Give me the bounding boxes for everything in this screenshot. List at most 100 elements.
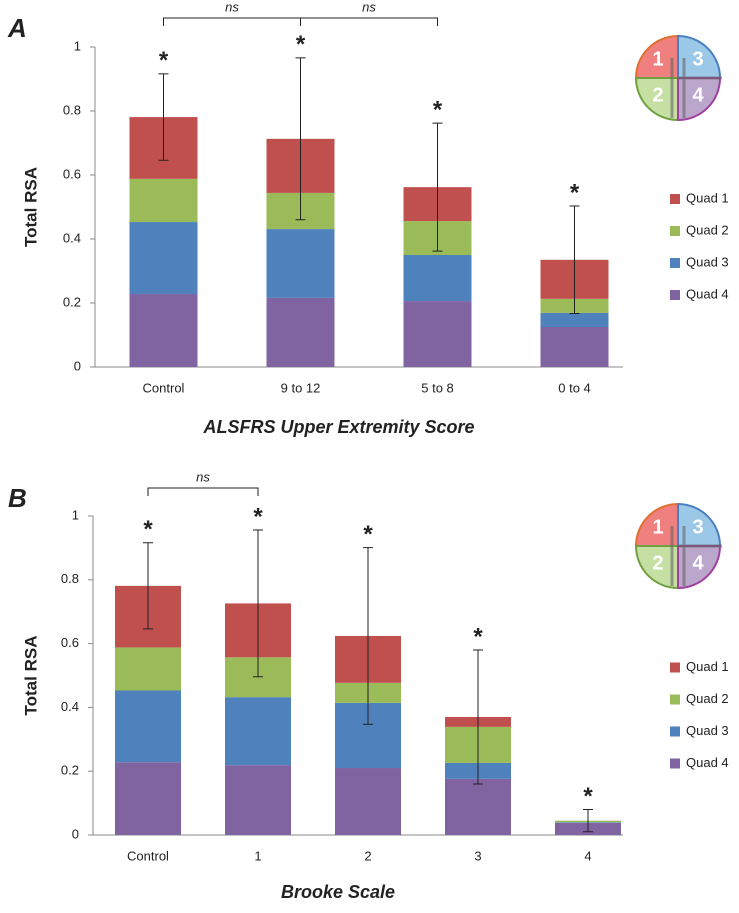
bar-segment (225, 765, 291, 835)
legend-swatch (670, 290, 680, 300)
y-axis-label: Total RSA (21, 636, 40, 716)
legend-swatch (670, 226, 680, 236)
bar-segment (129, 178, 198, 223)
bar-segment (129, 222, 198, 295)
error-bar (583, 808, 593, 833)
y-tick-label: 1 (72, 507, 79, 522)
x-axis-label: Brooke Scale (281, 882, 395, 902)
y-tick-label: 0.2 (63, 294, 81, 309)
legend-swatch (670, 194, 680, 204)
significance-star: * (570, 179, 580, 206)
quadrant-label: 3 (692, 48, 703, 70)
legend-label: Quad 3 (686, 254, 729, 269)
significance-star: * (363, 521, 373, 548)
bar-segment (266, 229, 335, 298)
quadrant-label: 4 (692, 552, 704, 574)
bar-segment (403, 255, 472, 302)
error-bar (569, 205, 580, 315)
legend-swatch (670, 758, 680, 769)
error-bar (473, 649, 483, 785)
x-tick-label: 0 to 4 (558, 380, 591, 395)
panel-label: A (7, 13, 27, 43)
y-tick-label: 0.6 (63, 166, 81, 181)
bracket (300, 17, 438, 26)
bar-segment (225, 697, 291, 766)
y-tick-label: 0 (72, 826, 79, 841)
quadrant-label: 4 (692, 84, 704, 106)
significance-star: * (143, 516, 153, 543)
significance-star: * (433, 97, 443, 124)
x-tick-label: Control (127, 848, 169, 863)
error-bar (158, 73, 169, 161)
error-bar (295, 57, 306, 221)
quadrant (677, 77, 722, 122)
legend-label: Quad 2 (686, 222, 729, 237)
error-bar (143, 542, 153, 630)
quadrant (634, 34, 679, 79)
bar-segment (115, 762, 181, 835)
bar-segment (335, 768, 401, 835)
quadrant-label: 3 (692, 516, 703, 538)
x-axis-label: ALSFRS Upper Extremity Score (202, 417, 474, 437)
quadrant-label: 1 (652, 516, 663, 538)
legend-label: Quad 1 (686, 190, 729, 205)
legend-label: Quad 4 (686, 286, 729, 301)
error-bar (363, 547, 373, 725)
legend-swatch (670, 694, 680, 705)
quadrant (634, 502, 679, 547)
error-bar (432, 122, 443, 252)
x-tick-label: 4 (584, 848, 591, 863)
significance-star: * (253, 503, 263, 530)
significance-star: * (473, 623, 483, 650)
arm-figure (670, 526, 722, 586)
bar-segment (129, 294, 198, 367)
y-tick-label: 0.2 (61, 763, 79, 778)
quadrant (677, 502, 722, 547)
bar-segment (445, 778, 511, 835)
bracket (147, 487, 259, 496)
legend-swatch (670, 726, 680, 737)
legend-label: Quad 3 (686, 723, 729, 738)
quadrant-label: 2 (652, 552, 663, 574)
x-tick-label: 3 (474, 848, 481, 863)
y-tick-label: 0.8 (61, 571, 79, 586)
y-tick-label: 0.4 (63, 230, 81, 245)
legend-label: Quad 2 (686, 691, 729, 706)
quadrant-label: 2 (652, 84, 663, 106)
quadrant (634, 77, 679, 122)
arm-figure (670, 58, 722, 118)
legend-label: Quad 4 (686, 755, 729, 770)
y-tick-label: 0.8 (63, 102, 81, 117)
y-tick-label: 0 (74, 358, 81, 373)
y-axis-label: Total RSA (21, 167, 40, 247)
quadrant (634, 545, 679, 590)
bracket (163, 17, 301, 26)
bar-segment (403, 301, 472, 367)
y-tick-label: 1 (74, 38, 81, 53)
bar-segment (266, 297, 335, 367)
bar-segment (540, 312, 609, 327)
bar-segment (115, 647, 181, 691)
y-tick-label: 0.4 (61, 699, 79, 714)
bracket-label: ns (196, 469, 210, 484)
bracket-label: ns (362, 0, 376, 14)
quadrant (677, 34, 722, 79)
significance-star: * (583, 783, 593, 810)
bar-segment (540, 327, 609, 367)
legend-label: Quad 1 (686, 659, 729, 674)
bracket-label: ns (225, 0, 239, 14)
x-tick-label: 9 to 12 (281, 380, 321, 395)
x-tick-label: Control (143, 380, 185, 395)
quadrant (677, 545, 722, 590)
significance-star: * (159, 47, 169, 74)
bar-segment (115, 690, 181, 763)
y-tick-label: 0.6 (61, 635, 79, 650)
significance-star: * (296, 31, 306, 58)
x-tick-label: 2 (364, 848, 371, 863)
legend-swatch (670, 662, 680, 673)
x-tick-label: 5 to 8 (421, 380, 454, 395)
error-bar (253, 529, 263, 678)
legend-swatch (670, 258, 680, 268)
